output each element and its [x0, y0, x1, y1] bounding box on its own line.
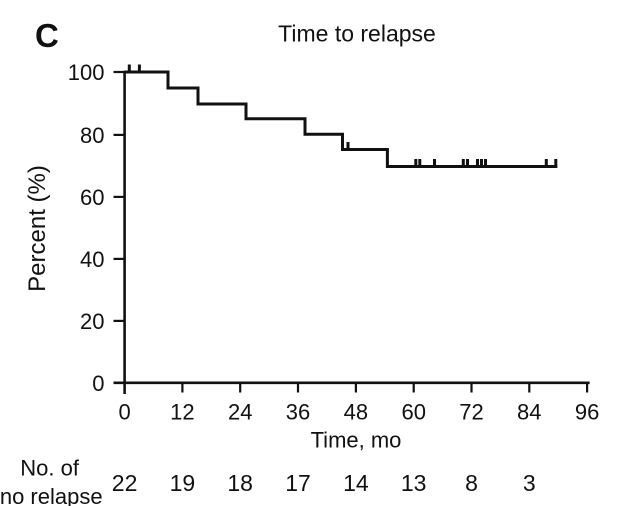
svg-text:3: 3 — [523, 470, 536, 496]
svg-text:100: 100 — [68, 60, 105, 85]
svg-text:18: 18 — [227, 470, 253, 496]
svg-text:Percent (%): Percent (%) — [24, 165, 51, 292]
svg-text:13: 13 — [401, 470, 427, 496]
svg-text:14: 14 — [343, 470, 369, 496]
svg-text:22: 22 — [112, 470, 138, 496]
svg-text:60: 60 — [80, 185, 104, 210]
svg-text:C: C — [35, 17, 59, 54]
svg-text:48: 48 — [344, 400, 368, 425]
svg-text:60: 60 — [401, 400, 425, 425]
svg-text:8: 8 — [465, 470, 478, 496]
svg-text:24: 24 — [228, 400, 252, 425]
svg-text:0: 0 — [118, 400, 130, 425]
svg-text:40: 40 — [80, 247, 104, 272]
svg-text:72: 72 — [459, 400, 483, 425]
svg-text:80: 80 — [80, 123, 104, 148]
svg-text:36: 36 — [286, 400, 310, 425]
svg-text:Time, mo: Time, mo — [311, 428, 402, 453]
svg-text:Time to relapse: Time to relapse — [278, 21, 436, 47]
svg-text:20: 20 — [80, 309, 104, 334]
svg-text:17: 17 — [285, 470, 311, 496]
svg-text:19: 19 — [170, 470, 196, 496]
svg-text:no relapse: no relapse — [0, 484, 103, 506]
svg-text:0: 0 — [92, 371, 104, 396]
svg-text:12: 12 — [170, 400, 194, 425]
svg-text:96: 96 — [575, 400, 599, 425]
svg-text:No. of: No. of — [20, 456, 80, 481]
svg-text:84: 84 — [517, 400, 541, 425]
